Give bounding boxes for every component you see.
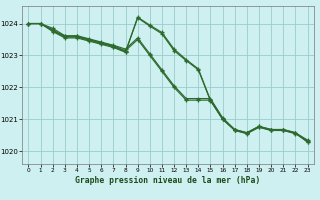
X-axis label: Graphe pression niveau de la mer (hPa): Graphe pression niveau de la mer (hPa): [76, 176, 260, 185]
